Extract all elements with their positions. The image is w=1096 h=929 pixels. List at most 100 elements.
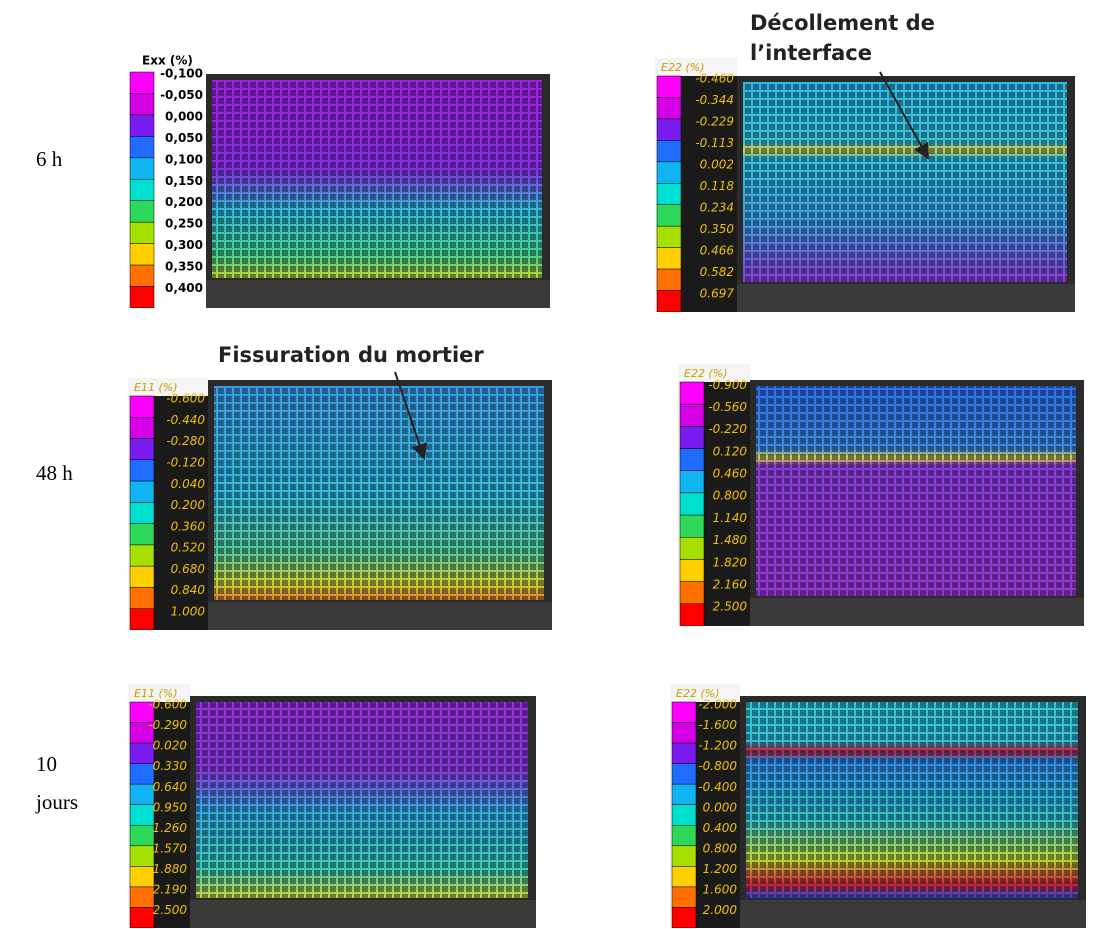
- colorbar-swatch: [656, 75, 682, 98]
- colorbar-label: 0.840: [171, 583, 206, 597]
- colorbar-swatch: [679, 492, 705, 516]
- colorbar-label: -2.000: [698, 698, 737, 712]
- colorbar-swatch: [671, 845, 697, 867]
- colorbar-swatch: [671, 804, 697, 826]
- colorbar-label: -0.229: [695, 115, 734, 129]
- colorbar-swatch: [656, 268, 682, 291]
- colorbar-swatch: [129, 502, 155, 524]
- colorbar-label: 0.234: [700, 200, 734, 214]
- colorbar-swatch: [679, 514, 705, 538]
- colorbar-swatch: [671, 825, 697, 847]
- colorbar-label: 0.950: [153, 800, 188, 814]
- colorbar-label-bg: [154, 702, 190, 928]
- colorbar-label: -0.280: [166, 434, 205, 448]
- colorbar-swatch: [129, 742, 155, 764]
- colorbar-title: E22 (%): [661, 61, 704, 74]
- colorbar-swatch: [129, 179, 155, 201]
- colorbar-label: 0.520: [171, 541, 206, 555]
- colorbar-swatch: [129, 286, 155, 308]
- specimen-base: [206, 280, 550, 308]
- row-label: 6 h: [36, 147, 63, 171]
- colorbar-label-bg: [154, 396, 208, 630]
- colorbar-label: 0,000: [165, 109, 203, 123]
- colorbar-label: 0,250: [165, 217, 203, 231]
- specimen-base: [740, 900, 1086, 928]
- colorbar-label: -1.600: [698, 718, 737, 732]
- colorbar-label: 0.200: [171, 498, 206, 512]
- row-label: 48 h: [36, 461, 73, 485]
- colorbar-swatch: [129, 544, 155, 567]
- colorbar-label: 0.002: [700, 158, 734, 172]
- colorbar-label: 0.118: [700, 179, 735, 193]
- colorbar-swatch: [129, 866, 155, 888]
- measurement-grid: [212, 80, 542, 278]
- colorbar-label: -1.200: [698, 739, 737, 753]
- colorbar-label: 1.260: [153, 821, 188, 835]
- colorbar-label: 1.880: [153, 862, 188, 876]
- colorbar-swatch: [129, 243, 155, 266]
- row-label: 10 jours: [36, 752, 78, 814]
- colorbar-label: 1.600: [703, 882, 738, 896]
- colorbar-label: 0.400: [703, 821, 738, 835]
- colorbar-label-bg: [681, 76, 737, 312]
- colorbar-swatch: [679, 403, 705, 427]
- colorbar-swatch: [656, 183, 682, 205]
- colorbar-label: -0.120: [166, 456, 205, 470]
- measurement-grid: [743, 82, 1067, 282]
- colorbar-label: -0.600: [148, 698, 187, 712]
- colorbar-label: -0.800: [698, 759, 737, 773]
- colorbar-label: 1.570: [153, 841, 188, 855]
- colorbar-swatch: [129, 907, 155, 928]
- colorbar-swatch: [679, 559, 705, 582]
- colorbar-label: 0.582: [700, 265, 734, 279]
- colorbar-label: 1.140: [713, 511, 748, 525]
- colorbar-swatch: [129, 136, 155, 159]
- colorbar-swatch: [129, 608, 155, 630]
- colorbar-label: 0.330: [153, 759, 188, 773]
- colorbar-label: -0.560: [708, 400, 747, 414]
- colorbar-swatch: [129, 200, 155, 223]
- colorbar-swatch: [129, 480, 155, 503]
- colorbar-swatch: [671, 722, 697, 744]
- colorbar-swatch: [129, 395, 155, 418]
- strain-panel: E22 (%)-0.900 -0.560 -0.220 0.120 0.460 0.800…: [678, 364, 1084, 626]
- colorbar-label: -0.113: [695, 136, 734, 150]
- colorbar-swatch: [129, 804, 155, 826]
- colorbar-label: -0.344: [695, 93, 734, 107]
- annotation: Décollement de l’interface: [750, 11, 935, 65]
- colorbar-label: 0,350: [165, 260, 203, 274]
- colorbar-label: -0.440: [166, 413, 205, 427]
- colorbar-label-bg: [704, 382, 750, 626]
- colorbar-label: -0.290: [148, 718, 187, 732]
- colorbar-label: 0.040: [171, 477, 206, 491]
- colorbar-swatch: [679, 448, 705, 471]
- measurement-grid: [746, 702, 1078, 898]
- colorbar-label: -0.900: [708, 378, 747, 392]
- specimen-base: [208, 602, 552, 630]
- colorbar-label: 0.640: [153, 780, 188, 794]
- colorbar-label: 1.200: [703, 862, 738, 876]
- colorbar-label: -0,100: [160, 67, 203, 81]
- colorbar-swatch: [679, 426, 705, 449]
- colorbar-label: 0.000: [703, 800, 738, 814]
- colorbar-swatch: [129, 93, 155, 116]
- colorbar-label: 1.480: [713, 533, 748, 547]
- colorbar-swatch: [129, 825, 155, 847]
- colorbar-label: 0,400: [165, 281, 203, 295]
- colorbar-label: 0.120: [713, 444, 748, 458]
- colorbar-swatch: [671, 701, 697, 723]
- colorbar-label: 2.190: [153, 882, 188, 896]
- colorbar-swatch: [129, 221, 155, 244]
- colorbar-swatch: [129, 783, 155, 805]
- colorbar-swatch: [129, 417, 155, 439]
- colorbar-label: 0,300: [165, 238, 203, 252]
- colorbar-label: 0.350: [700, 222, 735, 236]
- colorbar-label: 0.360: [171, 519, 206, 533]
- specimen-base: [750, 598, 1084, 626]
- colorbar-label: 2.000: [703, 903, 738, 917]
- specimen-base: [737, 284, 1075, 312]
- colorbar-swatch: [129, 763, 155, 785]
- colorbar-swatch: [679, 537, 705, 560]
- measurement-grid: [214, 386, 544, 600]
